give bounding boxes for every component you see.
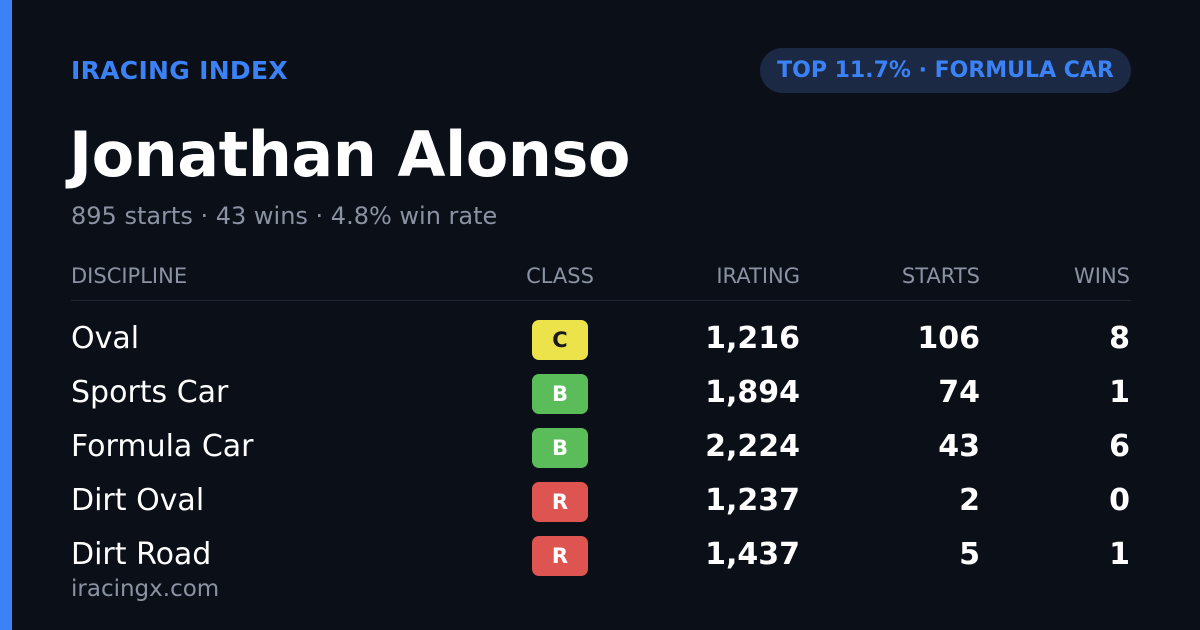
discipline-name: Dirt Road	[71, 537, 212, 572]
brand: IRACING INDEX	[71, 56, 288, 85]
rank-badge: TOP 11.7% · FORMULA CAR	[760, 48, 1131, 93]
starts-value: 43	[938, 429, 980, 464]
wins-value: 8	[1109, 321, 1130, 356]
wins-value: 1	[1109, 375, 1130, 410]
class-badge: B	[532, 428, 588, 468]
discipline-name: Sports Car	[71, 375, 229, 410]
driver-name: Jonathan Alonso	[69, 118, 630, 191]
wins-value: 6	[1109, 429, 1130, 464]
starts-value: 5	[959, 537, 980, 572]
irating-value: 1,437	[705, 537, 800, 572]
wins-value: 0	[1109, 483, 1130, 518]
accent-bar	[0, 0, 12, 630]
column-header: IRATING	[716, 264, 800, 288]
column-header: CLASS	[526, 264, 594, 288]
driver-summary: 895 starts · 43 wins · 4.8% win rate	[71, 202, 498, 230]
discipline-name: Oval	[71, 321, 140, 356]
starts-value: 106	[917, 321, 980, 356]
wins-value: 1	[1109, 537, 1130, 572]
irating-value: 1,216	[705, 321, 800, 356]
class-badge: R	[532, 536, 588, 576]
starts-value: 2	[959, 483, 980, 518]
discipline-name: Dirt Oval	[71, 483, 205, 518]
column-header: STARTS	[901, 264, 980, 288]
column-header: DISCIPLINE	[71, 264, 188, 288]
class-badge: R	[532, 482, 588, 522]
irating-value: 1,237	[705, 483, 800, 518]
class-badge: C	[532, 320, 588, 360]
column-header: WINS	[1074, 264, 1130, 288]
header-rule	[71, 300, 1131, 301]
irating-value: 2,224	[705, 429, 800, 464]
irating-value: 1,894	[705, 375, 800, 410]
starts-value: 74	[938, 375, 980, 410]
discipline-name: Formula Car	[71, 429, 254, 464]
footer-link: iracingx.com	[71, 576, 220, 602]
class-badge: B	[532, 374, 588, 414]
